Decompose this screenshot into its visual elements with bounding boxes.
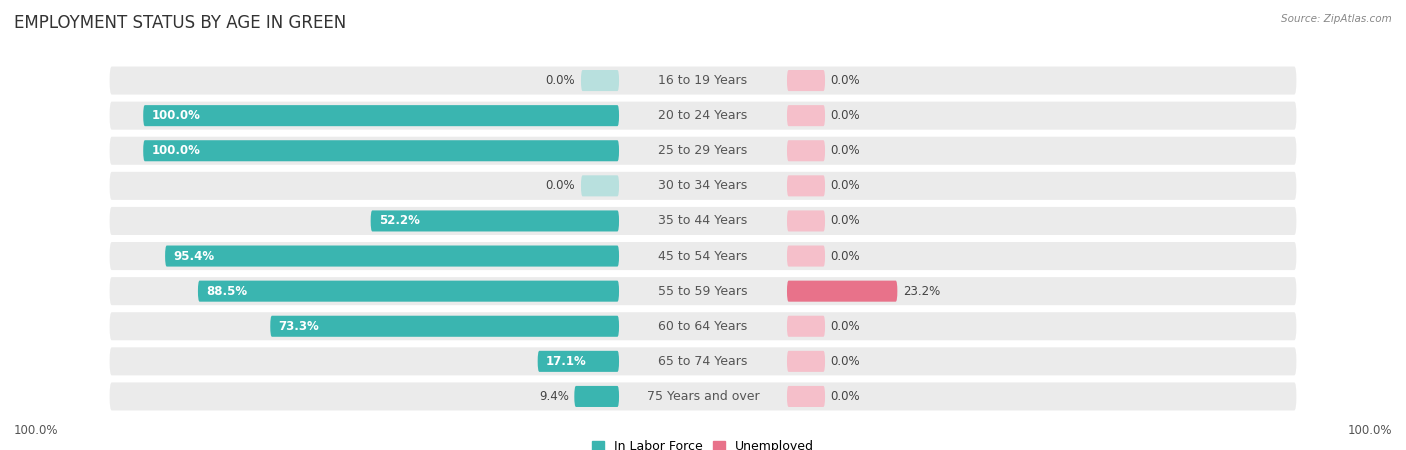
Legend: In Labor Force, Unemployed: In Labor Force, Unemployed xyxy=(592,441,814,450)
Text: EMPLOYMENT STATUS BY AGE IN GREEN: EMPLOYMENT STATUS BY AGE IN GREEN xyxy=(14,14,346,32)
FancyBboxPatch shape xyxy=(110,137,1296,165)
Text: Source: ZipAtlas.com: Source: ZipAtlas.com xyxy=(1281,14,1392,23)
FancyBboxPatch shape xyxy=(198,281,619,302)
FancyBboxPatch shape xyxy=(787,246,825,266)
FancyBboxPatch shape xyxy=(787,351,825,372)
FancyBboxPatch shape xyxy=(143,140,619,161)
Text: 100.0%: 100.0% xyxy=(14,423,59,436)
FancyBboxPatch shape xyxy=(110,347,1296,375)
FancyBboxPatch shape xyxy=(110,102,1296,130)
Text: 55 to 59 Years: 55 to 59 Years xyxy=(658,285,748,297)
Text: 88.5%: 88.5% xyxy=(207,285,247,297)
Text: 95.4%: 95.4% xyxy=(173,250,215,262)
Text: 73.3%: 73.3% xyxy=(278,320,319,333)
Text: 0.0%: 0.0% xyxy=(546,180,575,192)
Text: 23.2%: 23.2% xyxy=(903,285,941,297)
FancyBboxPatch shape xyxy=(581,70,619,91)
FancyBboxPatch shape xyxy=(537,351,619,372)
Text: 20 to 24 Years: 20 to 24 Years xyxy=(658,109,748,122)
Text: 65 to 74 Years: 65 to 74 Years xyxy=(658,355,748,368)
Text: 100.0%: 100.0% xyxy=(1347,423,1392,436)
FancyBboxPatch shape xyxy=(574,386,619,407)
Text: 52.2%: 52.2% xyxy=(380,215,420,227)
FancyBboxPatch shape xyxy=(787,281,897,302)
Text: 25 to 29 Years: 25 to 29 Years xyxy=(658,144,748,157)
Text: 35 to 44 Years: 35 to 44 Years xyxy=(658,215,748,227)
FancyBboxPatch shape xyxy=(110,242,1296,270)
FancyBboxPatch shape xyxy=(110,67,1296,94)
Text: 0.0%: 0.0% xyxy=(546,74,575,87)
Text: 0.0%: 0.0% xyxy=(831,390,860,403)
Text: 16 to 19 Years: 16 to 19 Years xyxy=(658,74,748,87)
FancyBboxPatch shape xyxy=(110,382,1296,410)
Text: 0.0%: 0.0% xyxy=(831,180,860,192)
Text: 0.0%: 0.0% xyxy=(831,74,860,87)
Text: 45 to 54 Years: 45 to 54 Years xyxy=(658,250,748,262)
Text: 30 to 34 Years: 30 to 34 Years xyxy=(658,180,748,192)
FancyBboxPatch shape xyxy=(110,172,1296,200)
FancyBboxPatch shape xyxy=(787,316,825,337)
Text: 100.0%: 100.0% xyxy=(152,144,201,157)
Text: 0.0%: 0.0% xyxy=(831,109,860,122)
Text: 0.0%: 0.0% xyxy=(831,320,860,333)
FancyBboxPatch shape xyxy=(787,140,825,161)
FancyBboxPatch shape xyxy=(110,312,1296,340)
Text: 75 Years and over: 75 Years and over xyxy=(647,390,759,403)
FancyBboxPatch shape xyxy=(787,105,825,126)
FancyBboxPatch shape xyxy=(143,105,619,126)
Text: 100.0%: 100.0% xyxy=(152,109,201,122)
Text: 0.0%: 0.0% xyxy=(831,250,860,262)
Text: 0.0%: 0.0% xyxy=(831,215,860,227)
FancyBboxPatch shape xyxy=(787,70,825,91)
FancyBboxPatch shape xyxy=(787,211,825,231)
FancyBboxPatch shape xyxy=(581,176,619,196)
FancyBboxPatch shape xyxy=(110,207,1296,235)
FancyBboxPatch shape xyxy=(110,277,1296,305)
Text: 0.0%: 0.0% xyxy=(831,355,860,368)
FancyBboxPatch shape xyxy=(270,316,619,337)
Text: 17.1%: 17.1% xyxy=(546,355,586,368)
FancyBboxPatch shape xyxy=(787,176,825,196)
Text: 60 to 64 Years: 60 to 64 Years xyxy=(658,320,748,333)
Text: 0.0%: 0.0% xyxy=(831,144,860,157)
FancyBboxPatch shape xyxy=(787,386,825,407)
FancyBboxPatch shape xyxy=(165,246,619,266)
Text: 9.4%: 9.4% xyxy=(538,390,568,403)
FancyBboxPatch shape xyxy=(371,211,619,231)
